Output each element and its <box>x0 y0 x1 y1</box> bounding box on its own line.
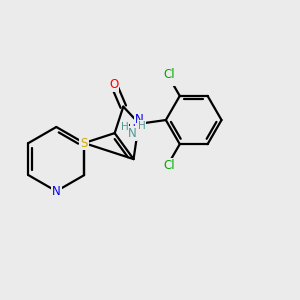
Text: N: N <box>135 113 144 126</box>
Text: H: H <box>138 121 146 131</box>
Text: Cl: Cl <box>163 68 175 81</box>
Text: Cl: Cl <box>163 159 175 172</box>
Text: S: S <box>80 136 88 149</box>
Text: H: H <box>128 124 136 134</box>
Text: N: N <box>128 128 136 140</box>
Text: N: N <box>52 185 61 198</box>
Text: H: H <box>121 122 128 132</box>
Text: O: O <box>109 78 118 91</box>
